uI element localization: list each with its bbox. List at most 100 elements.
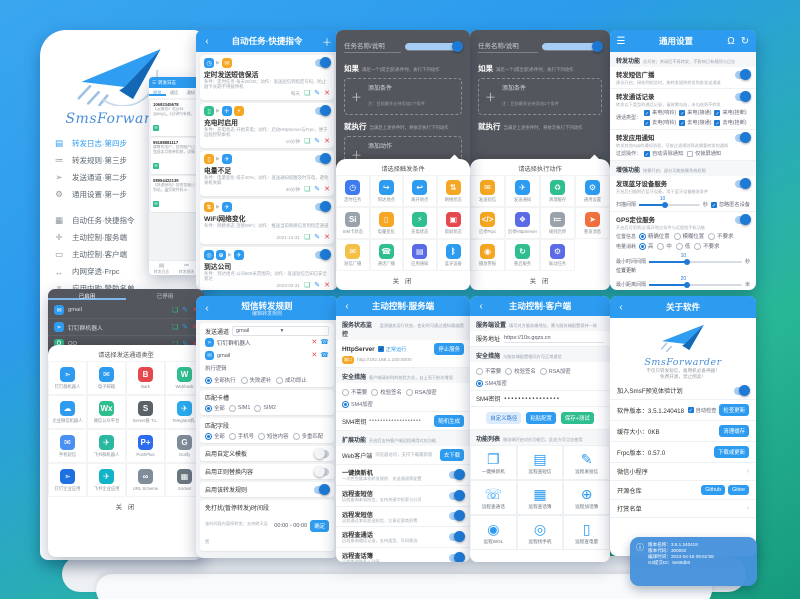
action-option[interactable]: ✈ 发送通知 [505, 175, 540, 207]
add-condition-button[interactable]: ＋ 添加条件 注：目前最多支持添加1个条件 [344, 78, 462, 115]
field-radio[interactable]: 多重匹配 [292, 432, 323, 440]
server-feature-toggle[interactable] [449, 531, 465, 543]
copy-icon[interactable]: ❏ [171, 323, 179, 331]
forward-sms-toggle[interactable] [735, 68, 751, 80]
channel-tab[interactable]: 已停用 [156, 293, 174, 300]
security-radio[interactable]: 不需要 [476, 367, 501, 375]
security-radio[interactable]: 不需要 [342, 388, 367, 396]
security-radio[interactable]: 校验签名 [505, 367, 536, 375]
location-accuracy-radio[interactable]: 精确位置 [639, 232, 670, 240]
call-type-checkbox[interactable]: 来电(响铃) [644, 109, 676, 116]
add-condition-button[interactable]: ＋ 添加条件 注：目前最多支持添加1个条件 [478, 78, 602, 115]
condition-option[interactable]: ↩ 离开地点 [403, 175, 437, 207]
channel-type-option[interactable]: ✉ 电子邮箱 [87, 361, 126, 395]
close-sheet-button[interactable]: 关 闭 [392, 278, 414, 285]
rule-toggle[interactable] [314, 483, 330, 495]
edit-icon[interactable]: ✎ [182, 323, 189, 331]
channel-type-option[interactable]: ∞ URL Scheme [126, 463, 165, 497]
condition-option[interactable]: ◷ 定时任务 [336, 175, 370, 207]
drawer-menu-item[interactable]: ➢ 发送通道·第二步 [40, 169, 202, 186]
menu-icon[interactable]: ☰ [152, 79, 157, 85]
security-radio[interactable]: SM4加密 [476, 379, 507, 387]
action-option[interactable]: ⚙ 联动任务 [540, 239, 575, 271]
sm4-key-value[interactable]: • • • • • • • • • • • • • • • • [504, 395, 559, 402]
channel-type-option[interactable]: ✈ Telegram机.. [165, 395, 204, 429]
sim-radio[interactable]: 全部 [205, 404, 225, 412]
bottom-nav-item[interactable]: ≔ 转发规则 [174, 261, 199, 275]
power-usage-radio[interactable]: 低 [675, 242, 690, 250]
edit-icon[interactable]: ✎ [314, 282, 321, 289]
donate-row[interactable]: 打赏名单 › [610, 500, 756, 518]
power-usage-radio[interactable]: 中 [657, 242, 672, 250]
client-function[interactable]: ◉ 远程WOL [470, 515, 517, 550]
call-type-checkbox[interactable]: 去电(响铃) [644, 119, 676, 126]
history-icon[interactable]: ↻ [740, 35, 750, 47]
field-radio[interactable]: 短信内容 [257, 432, 289, 440]
call-type-checkbox[interactable]: 去电(接通) [679, 119, 711, 126]
delete-icon[interactable]: ✕ [324, 186, 330, 193]
server-feature-toggle[interactable] [449, 468, 465, 480]
task-name-field[interactable]: 任务名称/说明 [344, 40, 401, 53]
condition-option[interactable]: ⇅ 网络状态 [436, 175, 470, 207]
channel-tab[interactable]: 已启用 [48, 292, 126, 300]
min-time-slider[interactable]: 10 [649, 253, 742, 265]
channel-row[interactable]: ✉ gmail ❏ ✎ ✕ [48, 302, 204, 319]
client-function[interactable]: ☏ 远程查通话 [470, 480, 517, 515]
condition-option[interactable]: ▯ 电量变化 [369, 207, 403, 239]
scan-interval-slider[interactable]: 10 [639, 196, 700, 208]
log-entry[interactable]: 95188881117 尊敬的用户：您的账户已完成本月账单扣款，详情请查询。 ✉ [151, 138, 197, 174]
delete-icon[interactable]: ✕ [192, 324, 198, 331]
frpc-update-button[interactable]: 下载或更新 [714, 446, 749, 458]
condition-option[interactable]: ☎ 通话广播 [369, 239, 403, 271]
custom-path-button[interactable]: 自定义路径 [486, 412, 522, 424]
action-option[interactable]: ≔ 规则启停 [540, 207, 575, 239]
action-option[interactable]: ◉ 播放警报 [470, 239, 505, 271]
channel-type-option[interactable]: Wx 微信公众平台 [87, 395, 126, 429]
gitee-button[interactable]: Gitee [728, 485, 749, 495]
logic-radio[interactable]: 全部执行 [205, 376, 236, 384]
rule-toggle[interactable] [314, 465, 329, 477]
bell-icon[interactable]: Ω [727, 35, 735, 47]
call-type-checkbox[interactable]: 来电(接通) [679, 109, 711, 116]
location-accuracy-radio[interactable]: 模糊位置 [673, 232, 704, 240]
drawer-menu-item[interactable]: ↔ 内网穿透·Frpc [40, 263, 202, 280]
copy-icon[interactable]: ❏ [171, 340, 179, 348]
dnd-time-range[interactable]: 00:00 - 00:00 [274, 522, 308, 529]
copy-icon[interactable]: ❏ [303, 138, 311, 145]
menu-icon[interactable]: ☰ [616, 35, 626, 47]
task-toggle[interactable] [315, 105, 331, 116]
task-toggle[interactable] [315, 153, 331, 164]
server-address-input[interactable]: https://10s.gqzs.cn [504, 335, 604, 343]
channel-select[interactable]: gmail ▾ [232, 326, 329, 336]
task-toggle[interactable] [315, 249, 331, 260]
condition-option[interactable]: ▤ 应用通知 [403, 239, 437, 271]
action-option[interactable]: ♻ 清理缓存 [540, 175, 575, 207]
task-card[interactable]: ▯ ▶ ✛ ⚡ 充电时启用 条件：充电状态·开始充电；动作：启动HttpServ… [200, 103, 334, 148]
server-feature-toggle[interactable] [449, 510, 465, 522]
dnd-confirm-button[interactable]: 确定 [310, 519, 329, 532]
paste-config-button[interactable]: 粘贴配置 [526, 412, 556, 424]
copy-icon[interactable]: ❏ [171, 306, 179, 314]
condition-option[interactable]: ▣ 锁屏状态 [436, 207, 470, 239]
save-test-button[interactable]: 保存+测试 [560, 412, 594, 424]
channel-type-option[interactable]: ✉ 手机短信 [48, 429, 87, 463]
bottom-nav-item[interactable]: ▤ 转发日志 [149, 261, 174, 275]
drawer-menu-item[interactable]: ‼ 应用内购·赞助名单 [40, 280, 202, 297]
min-distance-slider[interactable]: 20 [649, 276, 742, 288]
clear-cache-button[interactable]: 清理缓存 [719, 425, 749, 437]
edit-icon[interactable]: ✎ [314, 186, 321, 193]
close-sheet-button[interactable]: 关 闭 [529, 278, 551, 285]
task-card[interactable]: ◎ ⊕ ▶ ✈ 到达公司 条件：到达地点·公司500米范围内；动作：发送短信告知… [200, 247, 334, 290]
mini-program-row[interactable]: 微信小程序 › [610, 463, 756, 481]
action-option[interactable]: ✉ 发送短信 [470, 175, 505, 207]
server-feature-toggle[interactable] [449, 552, 465, 562]
condition-option[interactable]: ✉ 短信广播 [336, 239, 370, 271]
back-icon[interactable]: ‹ [205, 35, 209, 47]
remove-channel-icon[interactable]: ✕ [311, 352, 318, 359]
channel-type-option[interactable]: ☁ 企业微信机器人 [48, 395, 87, 429]
filter-checkbox[interactable]: 自动清除通知 [644, 150, 683, 157]
back-icon[interactable]: ‹ [345, 300, 349, 312]
delete-icon[interactable]: ✕ [192, 307, 198, 314]
task-enable-toggle[interactable] [542, 40, 603, 52]
action-option[interactable]: ⚙ 通用设置 [575, 175, 610, 207]
